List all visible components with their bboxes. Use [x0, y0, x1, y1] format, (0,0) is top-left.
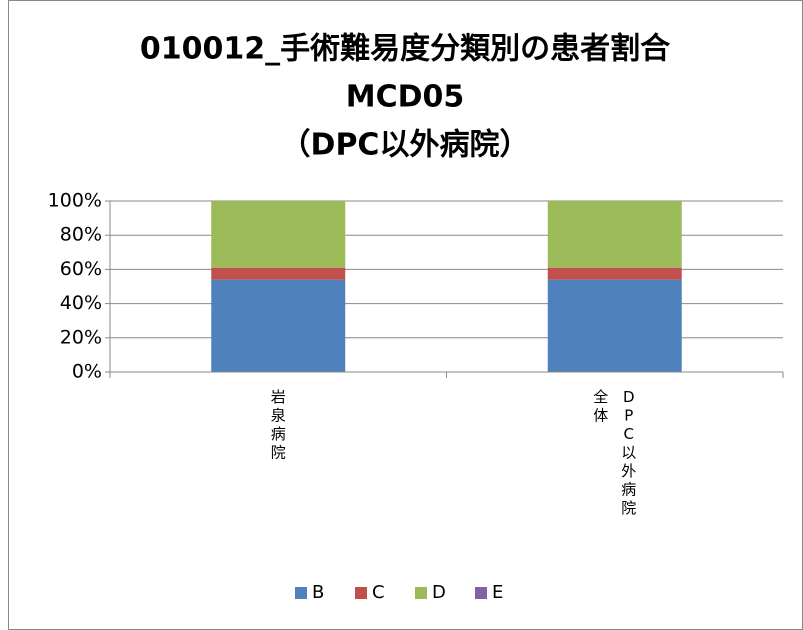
y-tick-label: 80% — [60, 224, 102, 246]
chart-title: 010012_手術難易度分類別の患者割合 — [140, 32, 670, 67]
x-tick-label: D P C 以外病院全体 — [593, 388, 636, 517]
chart-title: （DPC以外病院） — [281, 128, 530, 163]
chart-title: MCD05 — [346, 80, 465, 115]
bar-segment — [547, 201, 682, 268]
bar-segment — [211, 201, 346, 268]
legend-label: E — [492, 582, 503, 603]
legend-swatch — [475, 587, 487, 599]
legend-swatch — [415, 587, 427, 599]
legend-swatch — [295, 587, 307, 599]
bar-segment — [547, 279, 682, 372]
bar-segment — [211, 279, 346, 372]
y-tick-label: 0% — [72, 361, 102, 383]
y-tick-label: 60% — [60, 258, 102, 280]
bar-segment — [547, 267, 682, 280]
y-tick-label: 100% — [48, 190, 102, 212]
bar-segment — [211, 267, 346, 280]
x-tick-label: 岩泉病院 — [271, 388, 286, 462]
legend-label: D — [432, 582, 446, 603]
legend-swatch — [355, 587, 367, 599]
legend-label: C — [372, 582, 385, 603]
y-tick-label: 40% — [60, 292, 102, 314]
y-tick-label: 20% — [60, 326, 102, 348]
legend-label: B — [312, 582, 324, 603]
